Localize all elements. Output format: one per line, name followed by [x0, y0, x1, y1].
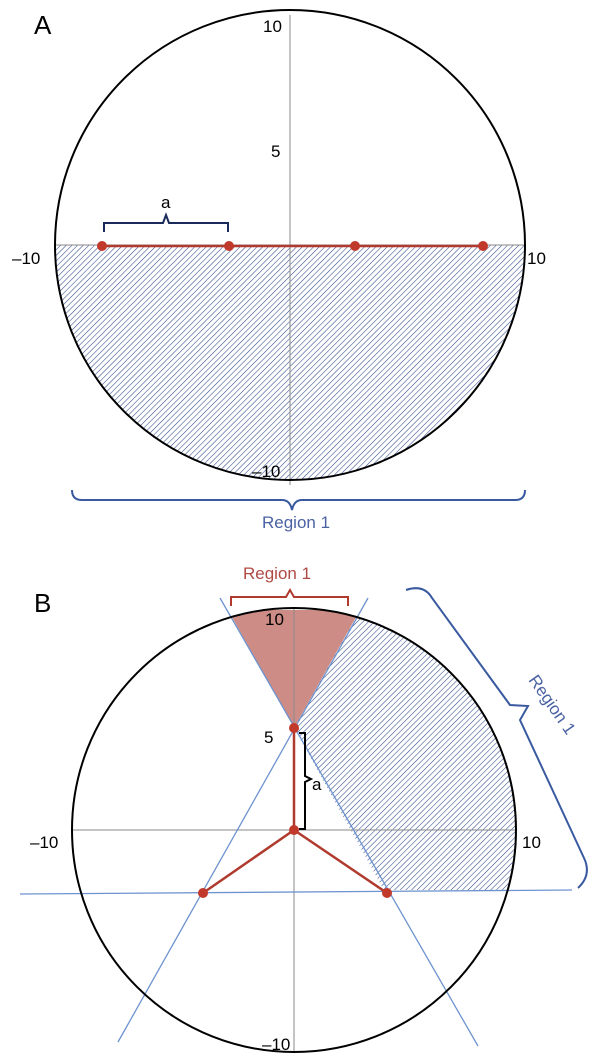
panel-b-red-left-leg — [202, 828, 295, 895]
panel-b-point-right — [382, 888, 392, 898]
panel-b-circle — [71, 607, 517, 1053]
panel-a-region-label: Region 1 — [262, 513, 330, 532]
panel-a-point-3 — [350, 241, 360, 251]
panel-a-region-bracket — [71, 489, 526, 511]
panel-b-point-top — [289, 723, 299, 733]
panel-b-bracket-a — [299, 732, 314, 830]
panel-b-tick-top: 10 — [265, 610, 284, 629]
panel-a-letter: A — [34, 10, 52, 40]
panel-b-tick-right: 10 — [522, 833, 541, 852]
panel-b-point-left — [198, 888, 208, 898]
panel-a-point-2 — [224, 241, 234, 251]
panel-a-bracket-a — [103, 212, 229, 232]
panel-a-tick-right: 10 — [527, 249, 546, 268]
panel-b-tick-left: –10 — [30, 833, 58, 852]
panel-a-bracket-label: a — [161, 193, 171, 212]
panel-b: B a 10 5 –10 10 –10 Region 1 — [19, 564, 588, 1054]
panel-b-blue-bracket — [405, 587, 588, 889]
panel-b-blue-line-horizontal — [19, 889, 573, 895]
panel-a-tick-mid: 5 — [271, 142, 280, 161]
panel-b-region-label-blue: Region 1 — [525, 671, 580, 738]
panel-b-blue-line-descending — [219, 597, 479, 1047]
panel-a-point-4 — [478, 241, 488, 251]
panel-b-region-label-red: Region 1 — [243, 564, 311, 583]
panel-b-tick-bottom: –10 — [262, 1035, 290, 1054]
panel-b-blue-line-ascending — [117, 597, 369, 1043]
panel-a-tick-left: –10 — [12, 249, 40, 268]
panel-a-circle — [54, 9, 526, 481]
panel-b-bracket-label: a — [312, 775, 322, 794]
panel-b-letter: B — [34, 588, 51, 618]
panel-b-red-right-leg — [293, 828, 388, 895]
panel-a-point-1 — [97, 241, 107, 251]
panel-a-tick-top: 10 — [263, 17, 282, 36]
panel-b-tick-mid: 5 — [264, 728, 273, 747]
panel-a-tick-bottom: –10 — [252, 462, 280, 481]
panel-a: A a 10 5 –10 10 –10 Region 1 — [12, 9, 546, 532]
panel-b-point-center — [289, 825, 299, 835]
panel-b-red-bracket — [230, 587, 349, 606]
